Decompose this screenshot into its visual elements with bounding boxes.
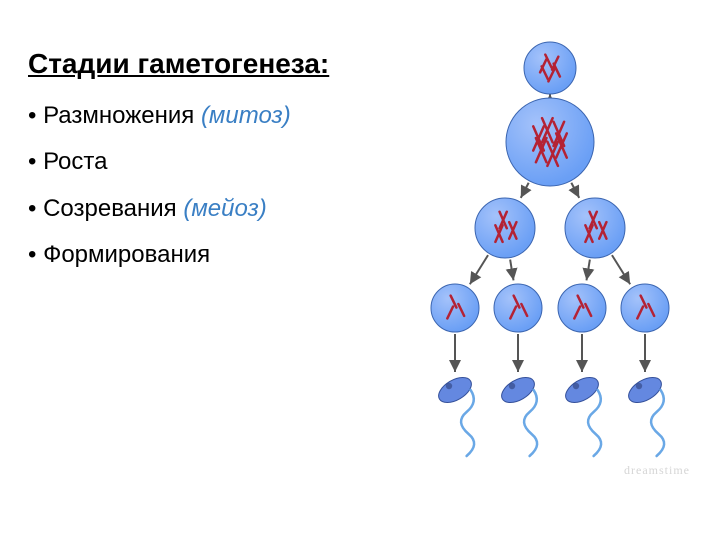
- bullet-annotation: (митоз): [201, 102, 291, 129]
- list-item: Размножения (митоз): [28, 100, 291, 132]
- page-title: Стадии гаметогенеза:: [28, 48, 329, 80]
- cell: [475, 198, 535, 258]
- diagram-svg: [400, 40, 700, 470]
- cell: [494, 284, 542, 332]
- bullet-annotation: (мейоз): [183, 195, 266, 222]
- cell: [558, 284, 606, 332]
- watermark-text: dreamstime: [624, 463, 690, 478]
- cell: [621, 284, 669, 332]
- cell: [565, 198, 625, 258]
- list-item: Роста: [28, 146, 291, 178]
- bullet-label: Роста: [43, 148, 107, 175]
- bullet-label: Формирования: [43, 241, 210, 268]
- bullet-label: Созревания: [43, 195, 177, 222]
- bullet-label: Размножения: [43, 102, 194, 129]
- list-item: Формирования: [28, 239, 291, 271]
- cell: [524, 42, 576, 94]
- bullet-list: Размножения (митоз) Роста Созревания (ме…: [28, 100, 291, 286]
- list-item: Созревания (мейоз): [28, 193, 291, 225]
- cell: [431, 284, 479, 332]
- gametogenesis-diagram: [400, 40, 700, 470]
- cell: [506, 98, 594, 186]
